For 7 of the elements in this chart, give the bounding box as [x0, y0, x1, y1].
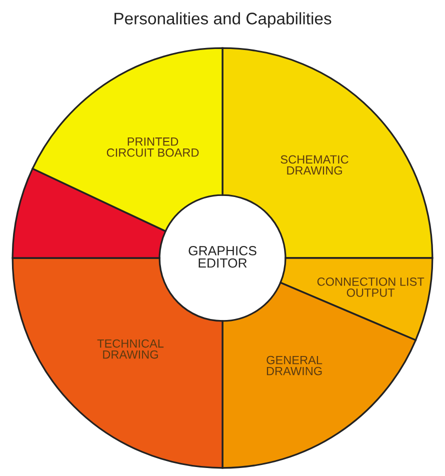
text: GRAPHICS EDITOR	[188, 246, 256, 268]
slice-label: PRINTED CIRCUIT BOARD	[106, 138, 199, 157]
slice-label: SCHEMATIC DRAWING	[280, 155, 348, 175]
slice-label: CONNECTION LIST OUTPUT	[317, 277, 424, 297]
slice-label: GENERAL DRAWING	[266, 356, 322, 376]
slice-label: TECHNICAL DRAWING	[97, 339, 164, 359]
chart-title: Personalities and Capabilities	[114, 12, 332, 28]
